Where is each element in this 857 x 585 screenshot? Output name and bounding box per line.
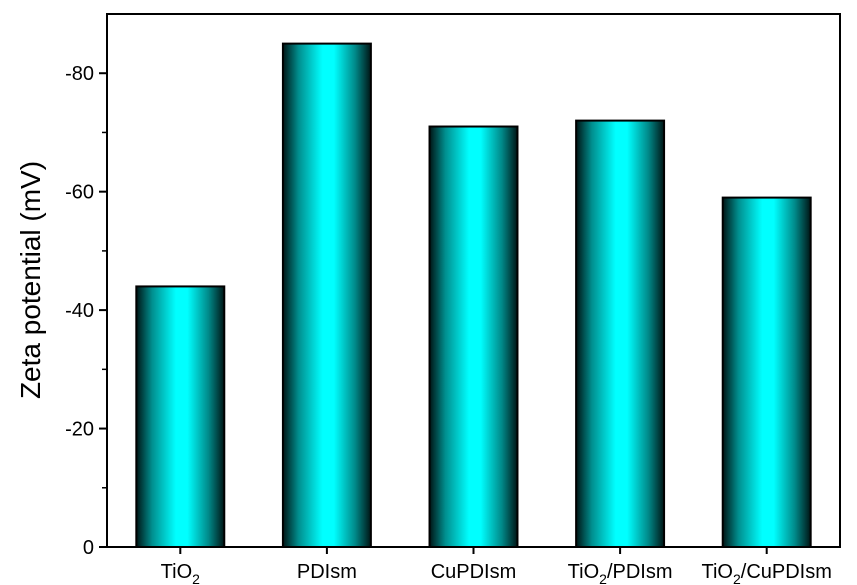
y-tick-label: 0: [83, 537, 94, 559]
x-tick-label: PDIsm: [297, 561, 357, 583]
x-tick-label: CuPDIsm: [431, 561, 517, 583]
y-axis-label: Zeta potential (mV): [15, 161, 46, 399]
x-tick-label: TiO2: [161, 561, 200, 585]
x-axis-labels: TiO2 PDIsm CuPDIsm TiO2/PDIsm TiO2/CuPDIsm: [161, 547, 832, 585]
y-tick-label: -40: [65, 300, 94, 322]
bar: [428, 125, 519, 549]
bar: [281, 42, 372, 548]
bars: [135, 42, 812, 549]
x-tick-label: TiO2/PDIsm: [568, 561, 673, 585]
y-tick-label: -80: [65, 63, 94, 85]
bar: [135, 285, 226, 548]
y-tick-label: -20: [65, 419, 94, 441]
x-tick-label: TiO2/CuPDIsm: [701, 561, 831, 585]
y-axis-ticks: 0 -20 -40 -60 -80: [65, 63, 107, 559]
y-tick-label: -60: [65, 182, 94, 204]
bar: [721, 196, 812, 548]
bar: [575, 119, 666, 548]
